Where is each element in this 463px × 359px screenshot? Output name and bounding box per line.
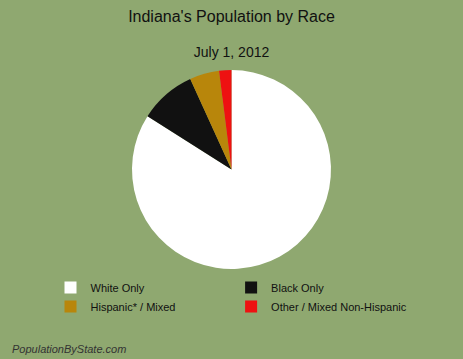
svg-text:PopulationByState.com: PopulationByState.com xyxy=(12,343,126,355)
svg-text:Indiana's Population by Race: Indiana's Population by Race xyxy=(128,8,335,25)
svg-text:Other / Mixed Non-Hispanic: Other / Mixed Non-Hispanic xyxy=(271,301,407,313)
svg-text:July 1, 2012: July 1, 2012 xyxy=(194,44,270,60)
svg-text:White Only: White Only xyxy=(91,282,145,294)
svg-text:Black Only: Black Only xyxy=(271,282,324,294)
svg-text:Hispanic* / Mixed: Hispanic* / Mixed xyxy=(91,301,176,313)
